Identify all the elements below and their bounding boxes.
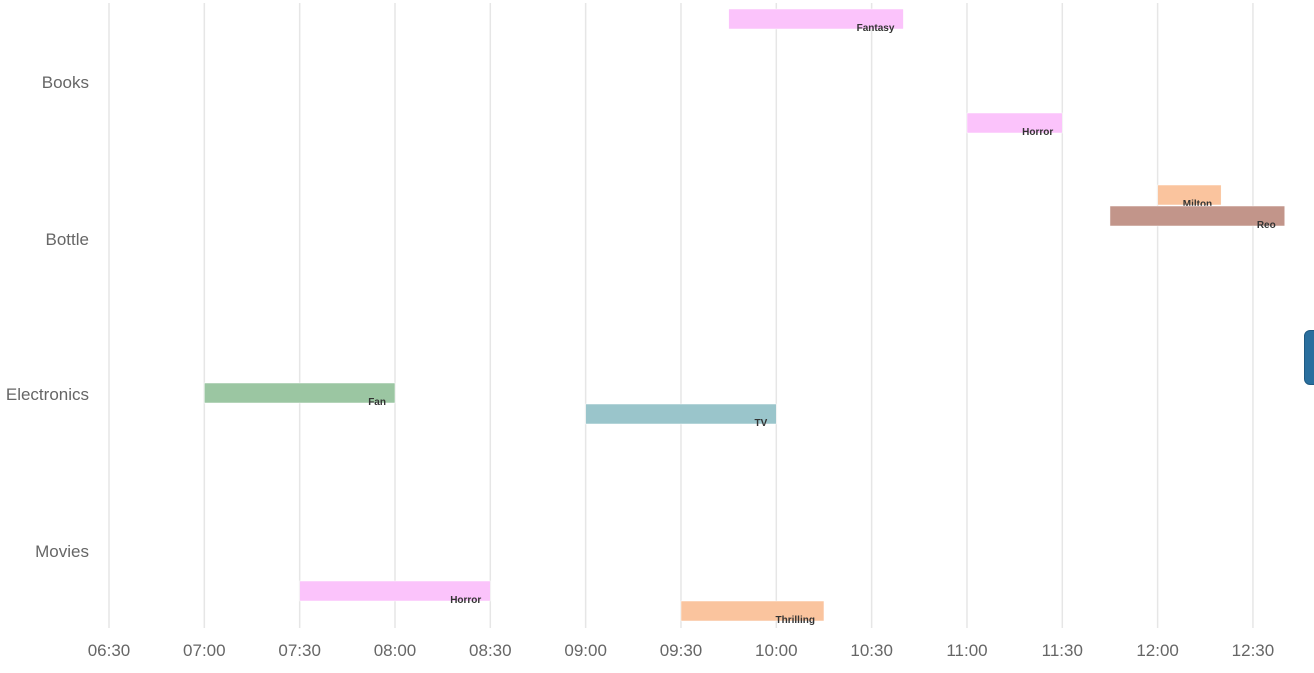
task-bar xyxy=(204,382,396,404)
x-tick-label: 08:00 xyxy=(374,641,417,660)
x-tick-label: 06:30 xyxy=(88,641,131,660)
task-bar xyxy=(299,580,491,602)
task-label: Fantasy xyxy=(857,23,895,34)
x-tick-label: 09:00 xyxy=(564,641,607,660)
x-tick-label: 11:30 xyxy=(1042,641,1083,660)
task-bar xyxy=(585,403,777,425)
x-tick-label: 10:00 xyxy=(755,641,798,660)
side-panel-toggle[interactable] xyxy=(1304,330,1314,385)
y-category-label: Movies xyxy=(35,542,89,561)
x-tick-label: 10:30 xyxy=(850,641,893,660)
task-label: TV xyxy=(755,418,768,429)
task-label: Milton xyxy=(1183,199,1212,210)
x-tick-label: 08:30 xyxy=(469,641,512,660)
task-label: Fan xyxy=(368,397,386,408)
x-tick-label: 12:00 xyxy=(1136,641,1179,660)
task-bar xyxy=(966,112,1063,134)
y-category-label: Electronics xyxy=(6,385,89,404)
x-tick-label: 11:00 xyxy=(946,641,987,660)
task-bar xyxy=(680,600,825,622)
task-label: Thrilling xyxy=(776,615,815,626)
x-tick-label: 12:30 xyxy=(1232,641,1275,660)
x-tick-label: 07:00 xyxy=(183,641,226,660)
task-bar xyxy=(1109,205,1285,227)
x-tick-label: 09:30 xyxy=(660,641,703,660)
x-tick-label: 07:30 xyxy=(278,641,321,660)
task-label: Reo xyxy=(1257,220,1276,231)
y-category-label: Bottle xyxy=(46,230,89,249)
task-bar xyxy=(1157,184,1222,206)
y-category-label: Books xyxy=(42,73,89,92)
task-label: Horror xyxy=(450,595,481,606)
task-bar xyxy=(728,8,904,30)
task-label: Horror xyxy=(1022,127,1053,138)
